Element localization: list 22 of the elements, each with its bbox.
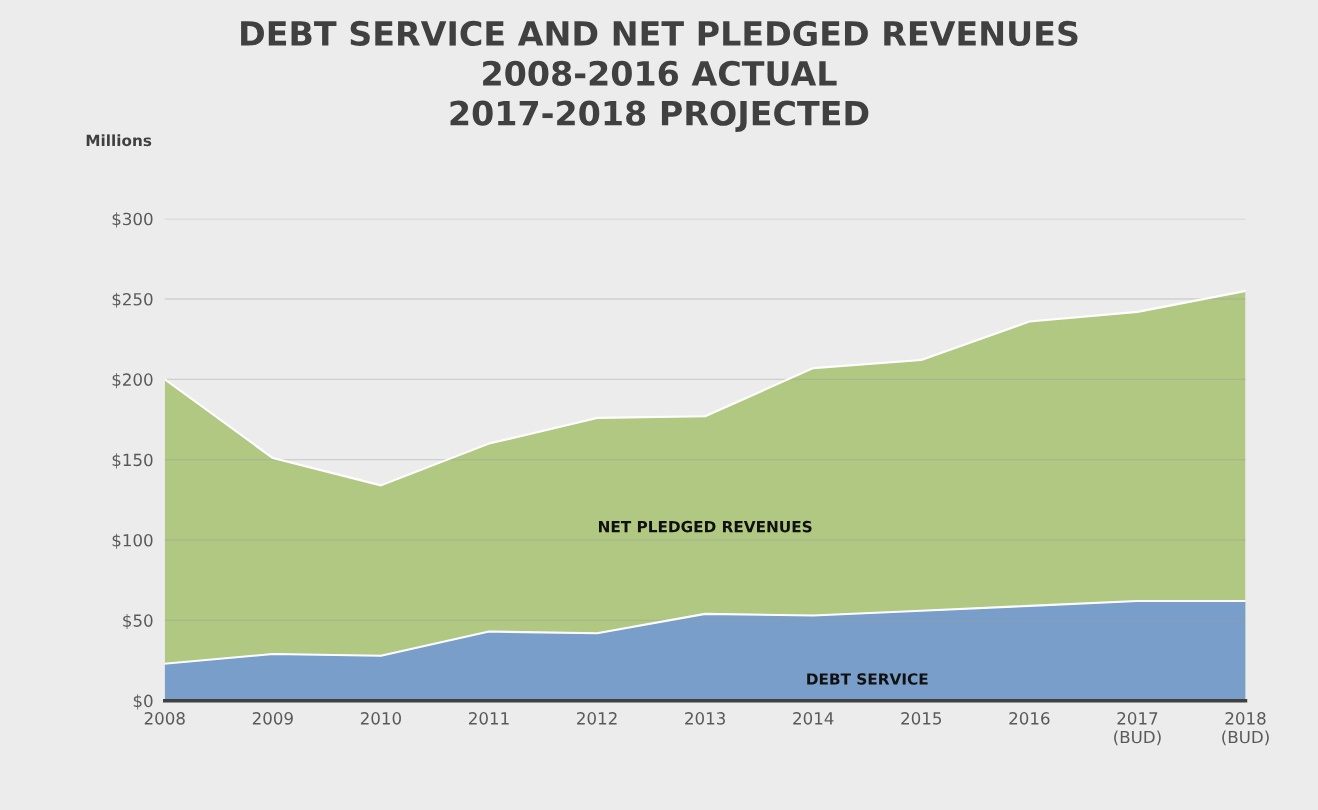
y-tick-label: $300 [112, 212, 153, 228]
y-tick-label: $100 [112, 533, 153, 549]
x-tick-label: 2008 [144, 712, 185, 725]
y-tick-label: $200 [112, 373, 153, 389]
x-tick-label: 2009 [252, 712, 293, 725]
x-tick-label: 2011 [468, 712, 509, 725]
x-tick-label: 2018 (BUD) [1222, 712, 1269, 746]
x-tick-label: 2012 [577, 712, 617, 725]
y-tick-label: $0 [133, 694, 153, 710]
y-tick-label: $150 [112, 453, 153, 469]
y-axis-title: Millions [86, 134, 152, 147]
y-tick-label: $50 [123, 613, 153, 630]
y-tick-label: $250 [112, 292, 153, 308]
x-tick-label: 2016 [1009, 712, 1050, 725]
x-tick-label: 2010 [360, 712, 401, 725]
x-tick-label: 2014 [793, 712, 834, 725]
series-label: NET PLEDGED REVENUES [598, 520, 812, 533]
series-label: DEBT SERVICE [807, 673, 928, 685]
x-tick-label: 2015 [901, 712, 942, 725]
x-tick-label: 2017 (BUD) [1114, 712, 1161, 746]
chart-title: DEBT SERVICE AND NET PLEDGED REVENUES 2008-2016 ACTUAL 2017-2018 PROJECTED [241, 20, 1078, 132]
x-tick-label: 2013 [685, 712, 725, 725]
